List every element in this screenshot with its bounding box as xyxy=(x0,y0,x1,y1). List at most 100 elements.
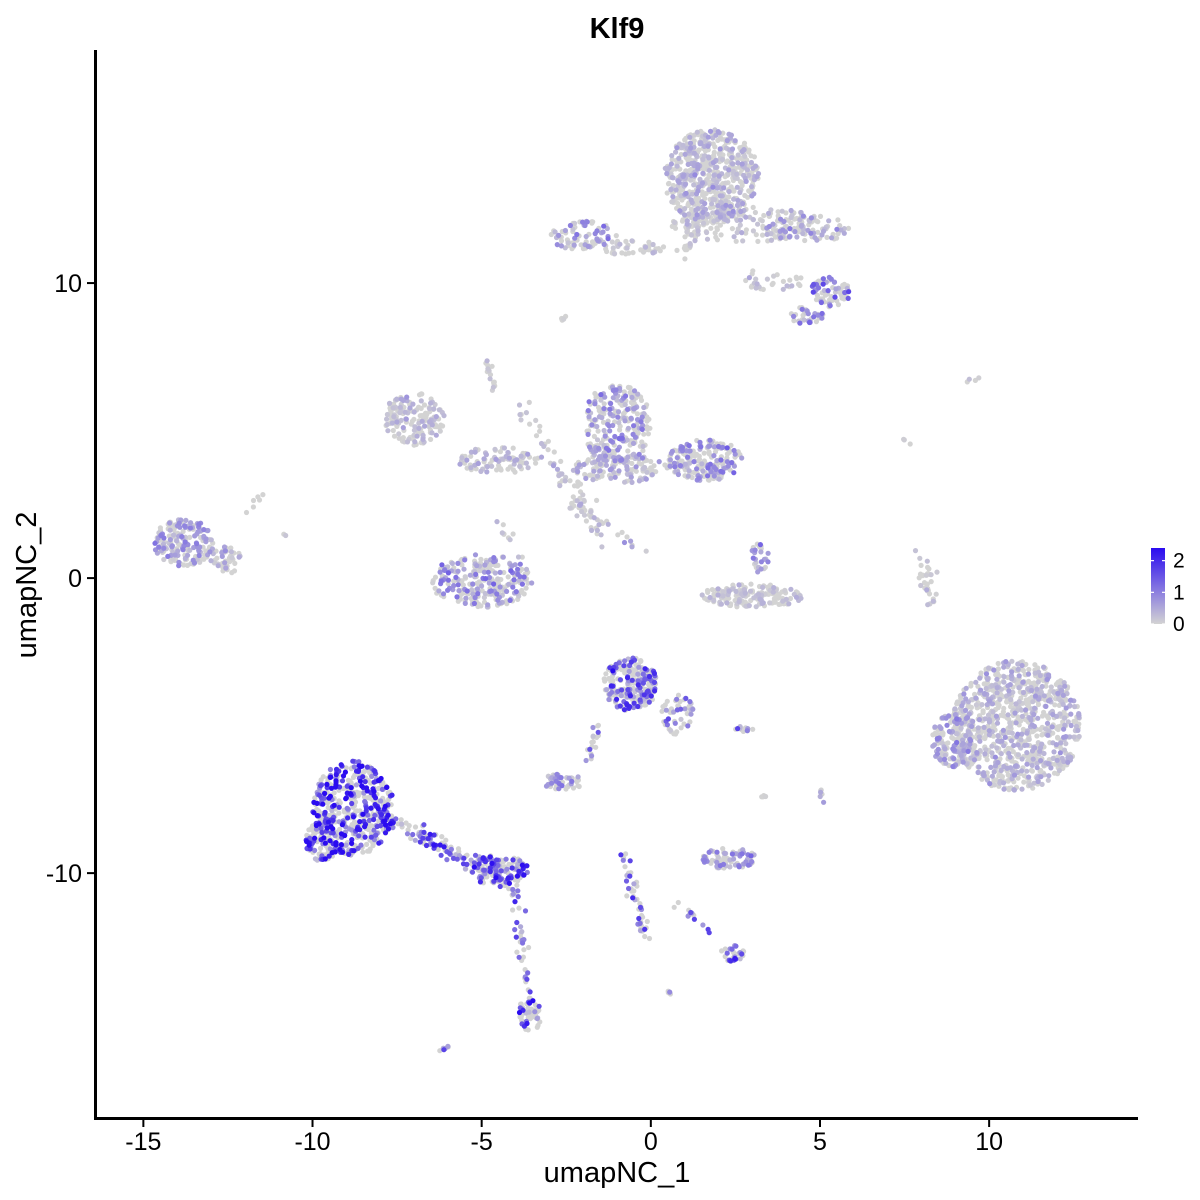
cell-point xyxy=(989,743,995,749)
cell-point xyxy=(169,543,175,549)
cell-point xyxy=(517,561,523,567)
cell-point xyxy=(343,842,349,848)
cell-point xyxy=(1007,682,1013,688)
cell-point xyxy=(942,746,948,752)
cell-point xyxy=(720,593,726,599)
cell-point xyxy=(390,405,396,411)
cell-point xyxy=(692,453,698,459)
cell-point xyxy=(842,289,848,296)
cell-point xyxy=(733,588,739,595)
cell-point xyxy=(1007,754,1013,760)
cell-point xyxy=(449,560,455,567)
cell-point xyxy=(743,178,749,184)
cell-point xyxy=(1049,724,1055,730)
cell-point xyxy=(939,715,946,721)
cell-point xyxy=(995,759,1001,766)
cell-point xyxy=(644,918,650,925)
cell-point xyxy=(609,239,615,245)
cell-point xyxy=(729,226,736,232)
cell-point xyxy=(835,302,842,308)
cell-point xyxy=(783,596,789,602)
cell-point xyxy=(205,527,211,534)
cell-point xyxy=(606,447,612,453)
cell-point xyxy=(690,706,696,712)
cell-point xyxy=(668,161,675,167)
cell-point xyxy=(746,149,752,155)
cell-point xyxy=(639,455,646,461)
cell-point xyxy=(739,161,745,167)
cell-point xyxy=(583,518,590,524)
cell-point xyxy=(170,556,176,562)
cell-point xyxy=(585,457,592,463)
cell-point xyxy=(1025,671,1032,677)
cell-point xyxy=(770,589,776,595)
cell-point xyxy=(717,136,724,142)
cell-point xyxy=(529,580,535,586)
cell-point xyxy=(725,463,731,469)
cell-point xyxy=(1015,714,1021,720)
cell-point xyxy=(1073,723,1080,730)
cell-point xyxy=(708,469,714,475)
cell-point xyxy=(574,778,580,785)
cell-point xyxy=(808,215,815,221)
cell-point xyxy=(815,229,821,235)
cell-point xyxy=(946,728,953,735)
cell-point xyxy=(962,707,969,714)
cell-point xyxy=(608,475,614,481)
cell-point xyxy=(989,773,996,779)
cell-point xyxy=(1018,718,1024,724)
cell-point xyxy=(650,241,656,248)
cell-point xyxy=(706,849,712,855)
cell-point xyxy=(814,292,821,298)
cell-point xyxy=(675,200,681,207)
cell-point xyxy=(675,471,682,478)
cell-point xyxy=(686,211,692,217)
cell-point xyxy=(636,451,642,457)
cell-point xyxy=(835,230,841,237)
cell-point xyxy=(1051,749,1057,755)
cell-point xyxy=(985,675,991,681)
cell-point xyxy=(187,547,193,553)
cell-point xyxy=(325,805,331,811)
cell-point xyxy=(673,731,679,737)
cell-point xyxy=(1043,683,1049,689)
cell-point xyxy=(1062,683,1068,689)
cell-point xyxy=(670,194,676,200)
cell-point xyxy=(343,765,349,771)
cell-point xyxy=(671,904,677,910)
cell-point xyxy=(697,439,703,445)
cell-point xyxy=(518,417,524,423)
cell-point xyxy=(474,563,480,569)
cell-point xyxy=(669,448,676,454)
cell-point xyxy=(727,203,734,209)
cell-point xyxy=(396,431,402,437)
cell-point xyxy=(384,421,390,428)
cell-point xyxy=(554,242,560,248)
cell-point xyxy=(521,574,527,580)
cell-point xyxy=(584,219,590,225)
cell-point xyxy=(519,581,526,587)
cell-point xyxy=(695,228,701,234)
cell-point xyxy=(495,576,501,582)
cell-point xyxy=(707,128,714,134)
cell-point xyxy=(925,602,931,608)
cell-point xyxy=(454,594,460,600)
cell-point xyxy=(812,235,818,241)
cell-point xyxy=(989,750,995,756)
cell-point xyxy=(727,602,734,609)
cell-point xyxy=(734,184,740,190)
cell-point xyxy=(682,137,688,143)
cell-point xyxy=(1005,712,1011,718)
cell-point xyxy=(481,456,487,462)
cell-point xyxy=(574,498,580,504)
cell-point xyxy=(692,216,698,222)
cell-point xyxy=(1013,701,1019,707)
cell-point xyxy=(687,140,694,146)
cell-point xyxy=(653,469,659,475)
cell-point xyxy=(602,394,608,400)
cell-point xyxy=(1011,742,1017,749)
cell-point xyxy=(751,154,758,160)
cell-point xyxy=(685,161,691,167)
cell-point xyxy=(737,956,743,962)
cell-point xyxy=(514,457,520,463)
